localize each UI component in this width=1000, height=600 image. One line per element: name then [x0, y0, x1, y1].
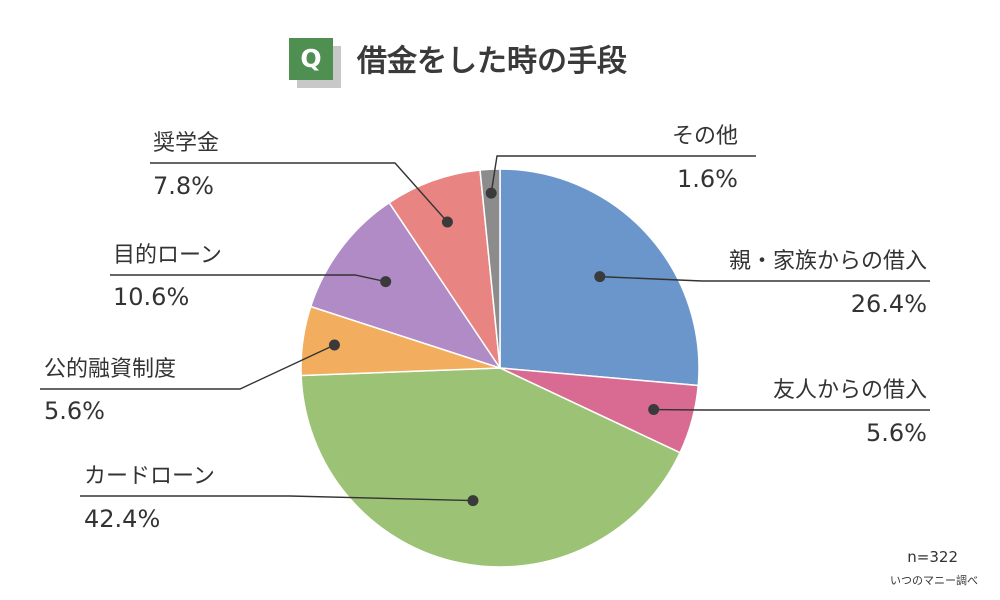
pie-slice	[300, 367, 682, 568]
slice-value-label: 26.4%	[851, 290, 927, 318]
pie-slice	[479, 168, 501, 369]
leader-dot	[328, 339, 340, 351]
source-note: いつのマニー調べ	[890, 574, 978, 587]
chart-title: 借金をした時の手段	[357, 44, 627, 79]
slice-label: カードローン	[84, 464, 215, 489]
pie-slice	[388, 169, 501, 369]
leader-dot	[380, 276, 392, 288]
pie-slice	[309, 201, 502, 370]
leader-line	[599, 275, 930, 282]
slice-label: 親・家族からの借入	[729, 249, 927, 274]
slice-label: 目的ローン	[113, 243, 222, 268]
leader-dot	[441, 216, 453, 228]
slice-label: 友人からの借入	[773, 378, 927, 403]
leader-dot	[485, 187, 497, 199]
leader-line	[490, 155, 756, 194]
slice-value-label: 7.8%	[153, 172, 214, 200]
leader-line	[40, 344, 335, 390]
leader-dot	[594, 271, 606, 283]
slice-value-label: 10.6%	[113, 283, 189, 311]
chart-header: Q 借金をした時の手段	[0, 0, 1000, 110]
slice-label: 奨学金	[153, 131, 219, 156]
sample-size-note: n=322	[907, 548, 958, 566]
leader-dot	[648, 404, 660, 416]
leader-line	[110, 274, 386, 283]
leader-line	[80, 495, 473, 502]
slice-label: 公的融資制度	[44, 357, 176, 382]
question-badge-label: Q	[289, 38, 333, 80]
slice-value-label: 42.4%	[84, 505, 160, 533]
slice-value-label: 5.6%	[44, 397, 105, 425]
leader-line	[150, 162, 448, 223]
slice-label: その他	[672, 124, 738, 149]
slice-value-label: 1.6%	[677, 165, 738, 193]
leader-dot	[467, 495, 479, 507]
question-badge: Q	[289, 38, 341, 88]
slice-value-label: 5.6%	[866, 419, 927, 447]
